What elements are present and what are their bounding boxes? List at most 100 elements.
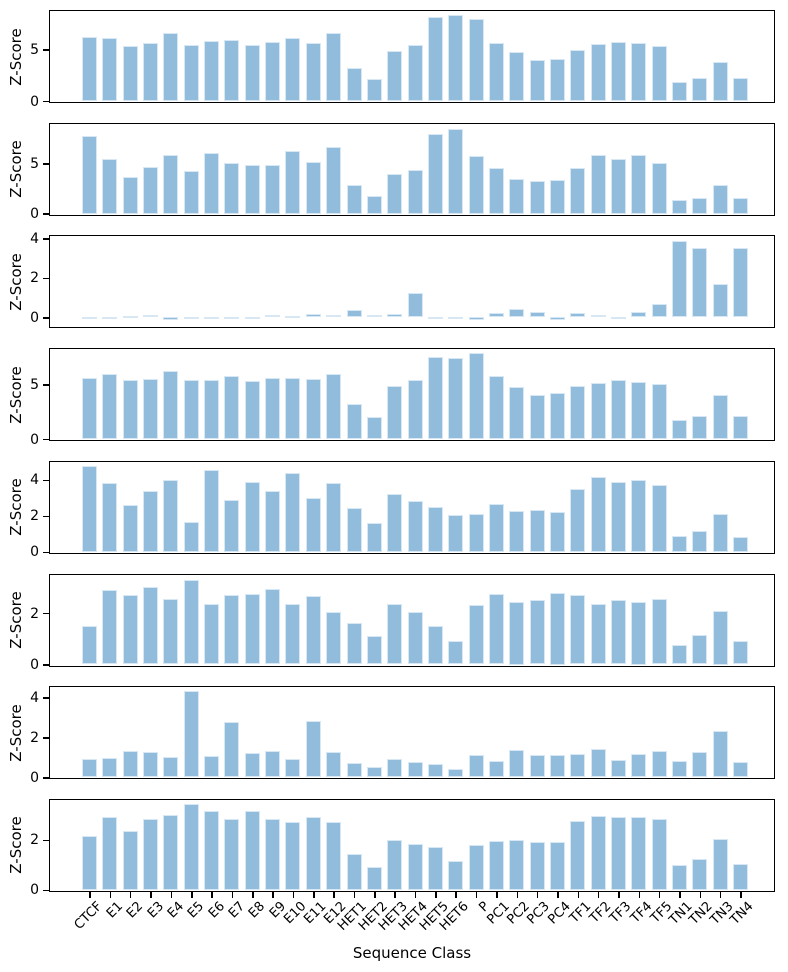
y-tick-mark — [43, 479, 49, 482]
x-tick-mark — [374, 891, 376, 898]
x-tick-mark — [191, 891, 193, 898]
y-axis-title: Z-Score — [7, 816, 25, 875]
bar-E12 — [326, 146, 342, 214]
y-tick-mark — [43, 612, 49, 615]
bar-TF4 — [631, 601, 647, 665]
bar-E2 — [122, 379, 138, 440]
bar-E6 — [204, 152, 220, 214]
bar-TF1 — [570, 386, 586, 440]
bar-CTCF — [82, 317, 97, 320]
bar-E4 — [163, 757, 179, 778]
bar-PC4 — [549, 842, 565, 890]
bar-TF3 — [610, 600, 626, 665]
bar-E11 — [305, 596, 321, 665]
y-axis-title: Z-Score — [7, 253, 25, 311]
bar-E2 — [122, 831, 138, 890]
bar-HET4 — [407, 379, 423, 440]
x-tick-mark — [150, 891, 152, 898]
bar-PC4 — [549, 755, 565, 778]
y-tick-label: 4 — [30, 230, 39, 247]
bar-PC4 — [549, 592, 565, 665]
bar-HET3 — [387, 51, 403, 101]
bar-HET5 — [427, 356, 443, 440]
x-tick-label-E6: E6 — [205, 898, 228, 922]
bar-E1 — [102, 37, 118, 101]
bar-E8 — [244, 811, 260, 890]
bar-TF2 — [590, 154, 606, 214]
bar-TN1 — [672, 241, 687, 318]
bar-E3 — [143, 314, 158, 318]
bar-CTCF — [82, 625, 97, 665]
bar-E10 — [285, 822, 301, 890]
bar-TN3 — [712, 61, 728, 101]
bar-PC3 — [529, 510, 545, 552]
plot-area-panel-6 — [49, 573, 775, 667]
bar-HET6 — [448, 514, 464, 552]
bar-E3 — [143, 818, 158, 890]
bar-TF5 — [651, 384, 667, 440]
bar-E9 — [265, 377, 281, 440]
bar-E2 — [122, 176, 138, 214]
x-tick-mark — [252, 891, 254, 898]
bar-HET4 — [407, 762, 423, 778]
bar-TN1 — [672, 761, 687, 778]
bar-TF1 — [570, 50, 586, 101]
x-tick-mark — [435, 891, 437, 898]
bar-TN2 — [692, 248, 708, 318]
bar-TF4 — [631, 381, 647, 440]
bar-TF1 — [570, 488, 586, 552]
bar-TF4 — [631, 817, 647, 890]
bar-HET6 — [448, 15, 464, 101]
bar-E4 — [163, 154, 179, 214]
bar-PC1 — [488, 313, 504, 318]
bar-HET6 — [448, 357, 464, 440]
y-tick-label: 4 — [30, 689, 39, 706]
x-tick-mark — [333, 891, 335, 898]
bar-TN3 — [712, 513, 728, 552]
bar-E11 — [305, 721, 321, 778]
bar-E10 — [285, 377, 301, 440]
x-tick-mark — [170, 891, 173, 898]
bar-TN1 — [672, 82, 687, 101]
bar-HET5 — [427, 847, 443, 890]
x-tick-label-E8: E8 — [246, 898, 269, 922]
bar-E8 — [244, 45, 260, 101]
bar-HET1 — [346, 309, 362, 318]
y-tick-label: 0 — [30, 431, 39, 448]
y-axis-title: Z-Score — [7, 591, 25, 649]
y-tick-label: 0 — [30, 93, 39, 110]
x-tick-mark — [618, 891, 620, 898]
bar-P — [468, 844, 484, 890]
bar-TF2 — [590, 315, 606, 318]
bar-HET5 — [427, 506, 443, 552]
bar-E7 — [224, 317, 240, 320]
bar-PC3 — [529, 600, 545, 665]
y-tick-mark — [43, 889, 49, 892]
bar-TF4 — [631, 311, 647, 318]
bar-E7 — [224, 818, 240, 890]
x-tick-label-E2: E2 — [124, 898, 147, 922]
x-tick-label-TN4: TN4 — [727, 898, 757, 928]
bar-E8 — [244, 593, 260, 665]
bar-TN3 — [712, 838, 728, 890]
bar-E2 — [122, 595, 138, 665]
x-tick-mark — [658, 891, 661, 898]
bar-HET5 — [427, 133, 443, 214]
bar-PC3 — [529, 395, 545, 440]
y-axis-title: Z-Score — [7, 478, 25, 537]
bar-E6 — [204, 316, 220, 319]
bar-HET2 — [366, 767, 382, 778]
bar-E12 — [326, 374, 342, 440]
y-tick-label: 2 — [30, 832, 39, 849]
bar-HET5 — [427, 764, 443, 778]
bar-TF2 — [590, 749, 606, 778]
x-tick-mark — [414, 891, 417, 898]
bar-E9 — [265, 588, 281, 665]
bar-TN4 — [733, 416, 748, 440]
x-tick-mark — [699, 891, 702, 898]
bar-HET3 — [387, 386, 403, 440]
x-tick-mark — [577, 891, 579, 898]
bar-E7 — [224, 162, 240, 214]
y-tick-mark — [43, 213, 49, 215]
bar-TN1 — [672, 864, 687, 890]
